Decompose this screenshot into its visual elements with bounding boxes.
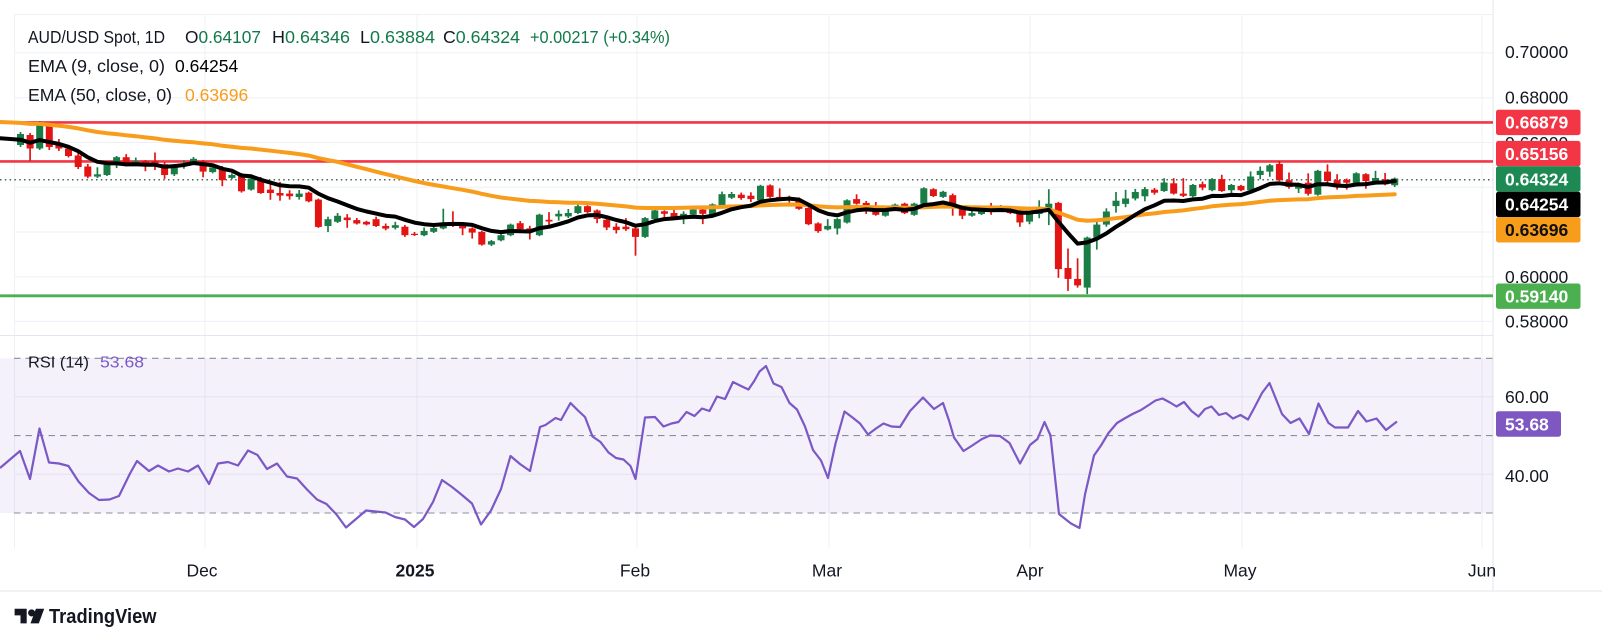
svg-text:May: May	[1223, 561, 1256, 581]
svg-text:60.00: 60.00	[1505, 387, 1549, 407]
svg-text:0.59140: 0.59140	[1505, 287, 1569, 307]
svg-text:0.68000: 0.68000	[1505, 88, 1569, 108]
svg-text:0.63696: 0.63696	[185, 85, 248, 105]
svg-text:2025: 2025	[396, 561, 435, 581]
svg-text:0.66879: 0.66879	[1505, 113, 1569, 133]
svg-text:0.58000: 0.58000	[1505, 311, 1569, 331]
svg-text:C0.64324: C0.64324	[443, 27, 520, 47]
svg-text:0.65156: 0.65156	[1505, 144, 1569, 164]
svg-text:TradingView: TradingView	[49, 606, 157, 628]
svg-text:Apr: Apr	[1016, 561, 1043, 581]
svg-text:0.64254: 0.64254	[1505, 195, 1569, 215]
svg-text:AUD/USD Spot, 1D: AUD/USD Spot, 1D	[28, 27, 165, 47]
svg-text:H0.64346: H0.64346	[272, 27, 350, 47]
svg-text:L0.63884: L0.63884	[360, 27, 435, 47]
svg-text:0.70000: 0.70000	[1505, 42, 1569, 62]
svg-text:0.64254: 0.64254	[175, 56, 239, 76]
svg-text:Mar: Mar	[812, 561, 842, 581]
svg-text:40.00: 40.00	[1505, 466, 1549, 486]
svg-text:0.60000: 0.60000	[1505, 267, 1569, 287]
svg-text:EMA (9, close, 0): EMA (9, close, 0)	[28, 56, 165, 76]
svg-text:53.68: 53.68	[100, 355, 144, 372]
svg-text:O0.64107: O0.64107	[185, 27, 261, 47]
svg-text:0.64324: 0.64324	[1505, 169, 1569, 189]
svg-text:0.63696: 0.63696	[1505, 220, 1569, 240]
svg-text:Dec: Dec	[186, 561, 217, 581]
svg-text:Feb: Feb	[620, 561, 650, 581]
svg-text:Jun: Jun	[1468, 561, 1496, 581]
svg-text:EMA (50, close, 0): EMA (50, close, 0)	[28, 85, 172, 105]
svg-text:+0.00217 (+0.34%): +0.00217 (+0.34%)	[530, 27, 670, 47]
svg-text:53.68: 53.68	[1505, 414, 1549, 434]
svg-text:RSI (14): RSI (14)	[28, 355, 89, 372]
